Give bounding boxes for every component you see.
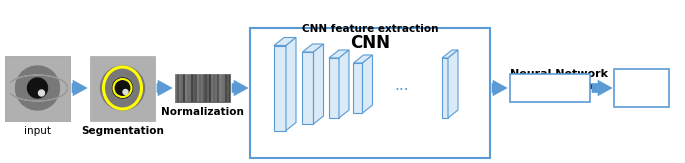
Polygon shape — [362, 55, 373, 113]
Text: Normalization: Normalization — [161, 107, 244, 117]
Polygon shape — [353, 63, 362, 113]
Polygon shape — [442, 50, 458, 58]
Circle shape — [27, 78, 47, 98]
Circle shape — [123, 89, 128, 95]
Polygon shape — [303, 52, 314, 124]
FancyBboxPatch shape — [5, 55, 70, 120]
Text: Neural Network
Classification: Neural Network Classification — [510, 69, 608, 91]
Polygon shape — [329, 58, 339, 118]
Polygon shape — [442, 58, 448, 118]
FancyBboxPatch shape — [614, 69, 669, 107]
Polygon shape — [353, 55, 373, 63]
Polygon shape — [303, 44, 323, 52]
Text: CNN feature extraction: CNN feature extraction — [302, 24, 438, 34]
FancyBboxPatch shape — [510, 74, 590, 102]
Text: Final
output: Final output — [621, 77, 662, 99]
Circle shape — [112, 78, 132, 98]
Text: classification: classification — [516, 83, 584, 93]
Polygon shape — [592, 80, 612, 96]
Polygon shape — [274, 37, 296, 45]
FancyBboxPatch shape — [90, 55, 155, 120]
Polygon shape — [274, 45, 286, 131]
Circle shape — [16, 66, 60, 110]
Text: CNN: CNN — [350, 34, 390, 52]
Polygon shape — [232, 80, 248, 96]
FancyBboxPatch shape — [175, 74, 230, 102]
Polygon shape — [339, 50, 349, 118]
Text: Segmentation: Segmentation — [81, 126, 164, 135]
Text: ...: ... — [395, 79, 410, 94]
Text: input: input — [24, 126, 51, 135]
Polygon shape — [72, 80, 87, 96]
Circle shape — [38, 90, 45, 96]
Circle shape — [101, 66, 145, 110]
Polygon shape — [448, 50, 458, 118]
FancyBboxPatch shape — [250, 28, 490, 158]
Polygon shape — [286, 37, 296, 131]
Polygon shape — [157, 80, 172, 96]
Polygon shape — [329, 50, 349, 58]
Polygon shape — [492, 80, 507, 96]
Polygon shape — [314, 44, 323, 124]
